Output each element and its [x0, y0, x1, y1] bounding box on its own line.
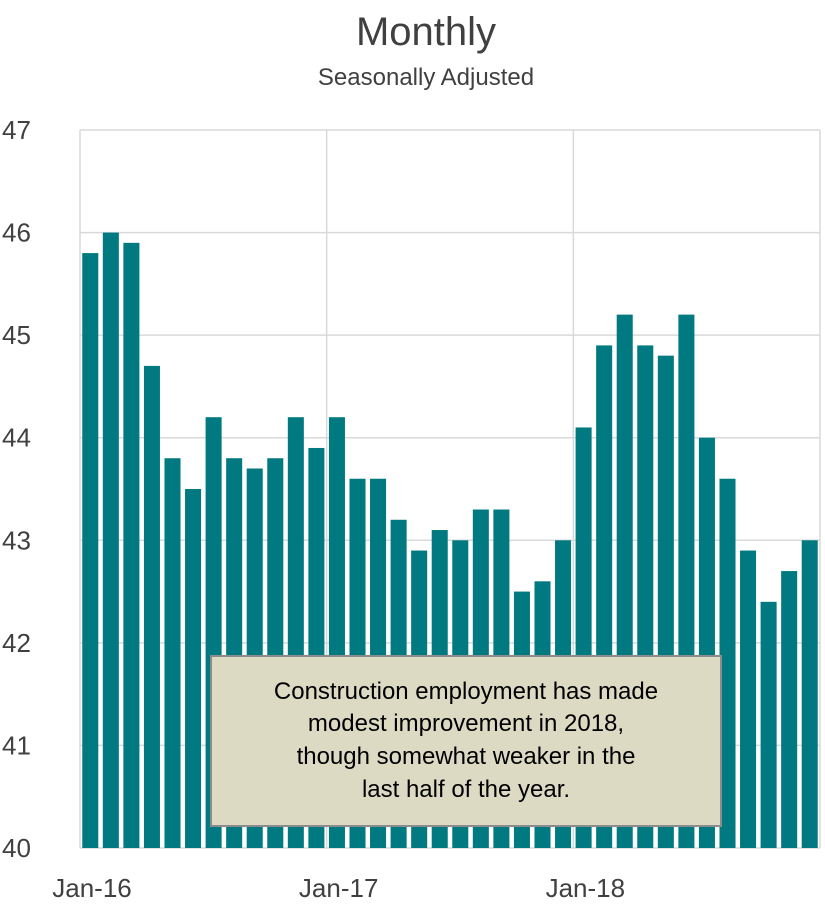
bar — [781, 571, 798, 848]
bar — [123, 242, 140, 849]
bar — [185, 489, 202, 848]
gridlines — [79, 129, 821, 849]
x-axis: Jan-16 Jan-17 Jan-18 — [52, 873, 625, 903]
bar — [82, 253, 99, 849]
y-tick-label: 47 — [2, 115, 31, 145]
x-tick-label: Jan-18 — [546, 873, 626, 903]
y-tick-label: 46 — [2, 218, 31, 248]
bar — [760, 601, 777, 848]
y-tick-label: 43 — [2, 525, 31, 555]
y-tick-label: 42 — [2, 628, 31, 658]
annotation-box: Construction employment has made modest … — [210, 655, 722, 827]
annotation-line-3: though somewhat weaker in the — [296, 743, 636, 770]
bar — [740, 550, 757, 848]
y-axis: 40 41 42 43 44 45 46 47 — [2, 115, 31, 863]
bar — [801, 540, 818, 848]
bar — [102, 232, 119, 849]
y-tick-label: 40 — [2, 833, 31, 863]
y-tick-label: 45 — [2, 320, 31, 350]
chart-title: Monthly — [356, 10, 496, 54]
bar — [143, 365, 160, 848]
annotation-line-1: Construction employment has made — [273, 677, 659, 705]
x-tick-label: Jan-17 — [299, 873, 379, 903]
y-tick-label: 44 — [2, 423, 31, 453]
bar — [164, 458, 181, 848]
chart-subtitle: Seasonally Adjusted — [318, 64, 534, 91]
bar — [719, 478, 736, 848]
y-tick-label: 41 — [2, 730, 31, 760]
x-tick-label: Jan-16 — [52, 873, 132, 903]
annotation-line-2: modest improvement in 2018, — [307, 710, 625, 738]
annotation-text: Construction employment has made modest … — [274, 676, 658, 807]
annotation-line-4: last half of the year. — [361, 775, 571, 803]
